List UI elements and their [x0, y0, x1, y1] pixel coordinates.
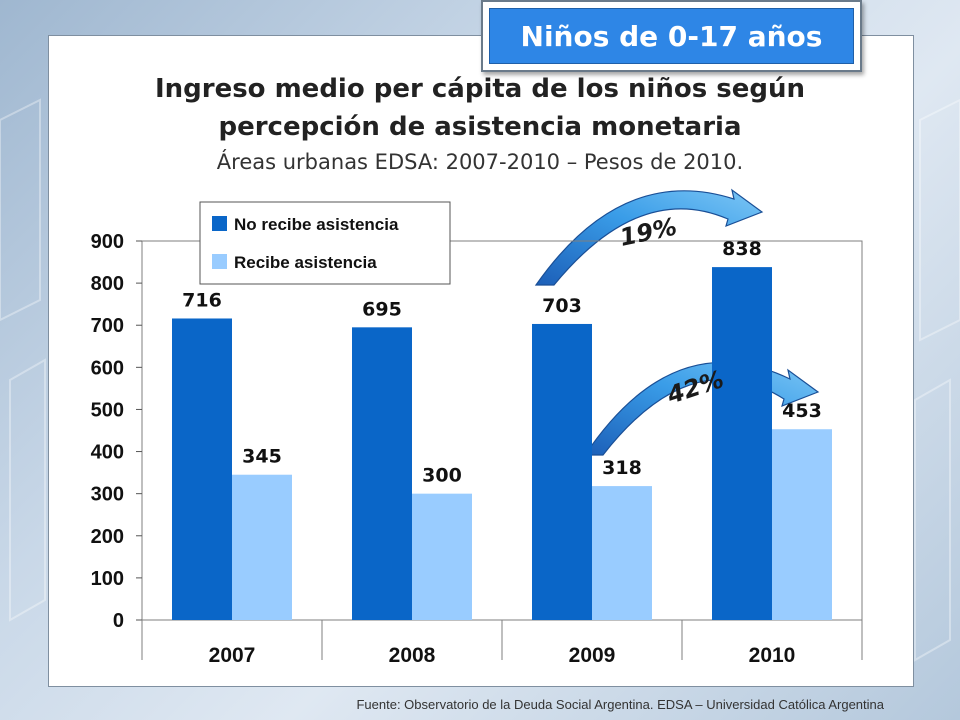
chart-subtitle: Áreas urbanas EDSA: 2007-2010 – Pesos de… [216, 150, 744, 174]
bar-no-recibe-2010 [712, 267, 772, 620]
data-label: 838 [722, 238, 762, 260]
data-label: 345 [242, 446, 282, 468]
y-tick-label: 100 [91, 568, 124, 590]
chart-bars [172, 267, 832, 620]
y-tick-label: 200 [91, 526, 124, 548]
x-tick-label: 2009 [569, 644, 616, 667]
growth-arrow-no-recibe [534, 188, 764, 286]
y-tick-label: 800 [91, 273, 124, 295]
legend-box [199, 201, 451, 285]
data-label: 716 [182, 289, 222, 311]
y-tick-label: 600 [91, 357, 124, 379]
data-label: 703 [542, 295, 582, 317]
y-tick-label: 400 [91, 442, 124, 464]
legend-entry: No recibe asistencia [234, 215, 399, 234]
x-tick-label: 2007 [209, 644, 256, 667]
y-tick-label: 0 [113, 610, 124, 632]
y-tick-label: 700 [91, 315, 124, 337]
chart-title-line2: percepción de asistencia monetaria [218, 112, 742, 142]
bar-no-recibe-2009 [532, 323, 592, 620]
legend-entry: Recibe asistencia [234, 253, 377, 272]
y-tick-label: 300 [91, 484, 124, 506]
legend-swatch [212, 216, 227, 231]
source-note: Fuente: Observatorio de la Deuda Social … [356, 697, 884, 712]
chart-labels: 2007 2008 2009 2010 716 695 703 838 345 300 318 453 [182, 238, 822, 667]
bar-recibe-2010 [772, 429, 832, 620]
bar-recibe-2009 [592, 486, 652, 620]
x-tick-label: 2010 [749, 644, 796, 667]
chart-axes: 0 100 200 300 400 500 600 700 800 900 [91, 231, 863, 660]
x-tick-label: 2008 [389, 644, 436, 667]
bar-recibe-2007 [232, 474, 292, 620]
chart-legend: No recibe asistencia Recibe asistencia [199, 201, 451, 285]
age-badge: Niños de 0-17 años [481, 0, 862, 72]
y-tick-label: 900 [91, 231, 124, 253]
age-badge-label: Niños de 0-17 años [489, 8, 854, 64]
bar-no-recibe-2008 [352, 327, 412, 620]
data-label: 300 [422, 465, 462, 487]
bar-recibe-2008 [412, 493, 472, 620]
growth-percentages: 19%42% [617, 213, 727, 410]
chart-title-line1: Ingreso medio per cápita de los niños se… [154, 74, 806, 104]
chart-title: Ingreso medio per cápita de los niños se… [60, 70, 900, 146]
data-label: 695 [362, 298, 402, 320]
y-tick-label: 500 [91, 399, 124, 421]
data-label: 453 [782, 400, 822, 422]
data-label: 318 [602, 457, 642, 479]
legend-swatch [212, 254, 227, 269]
bar-no-recibe-2007 [172, 318, 232, 620]
